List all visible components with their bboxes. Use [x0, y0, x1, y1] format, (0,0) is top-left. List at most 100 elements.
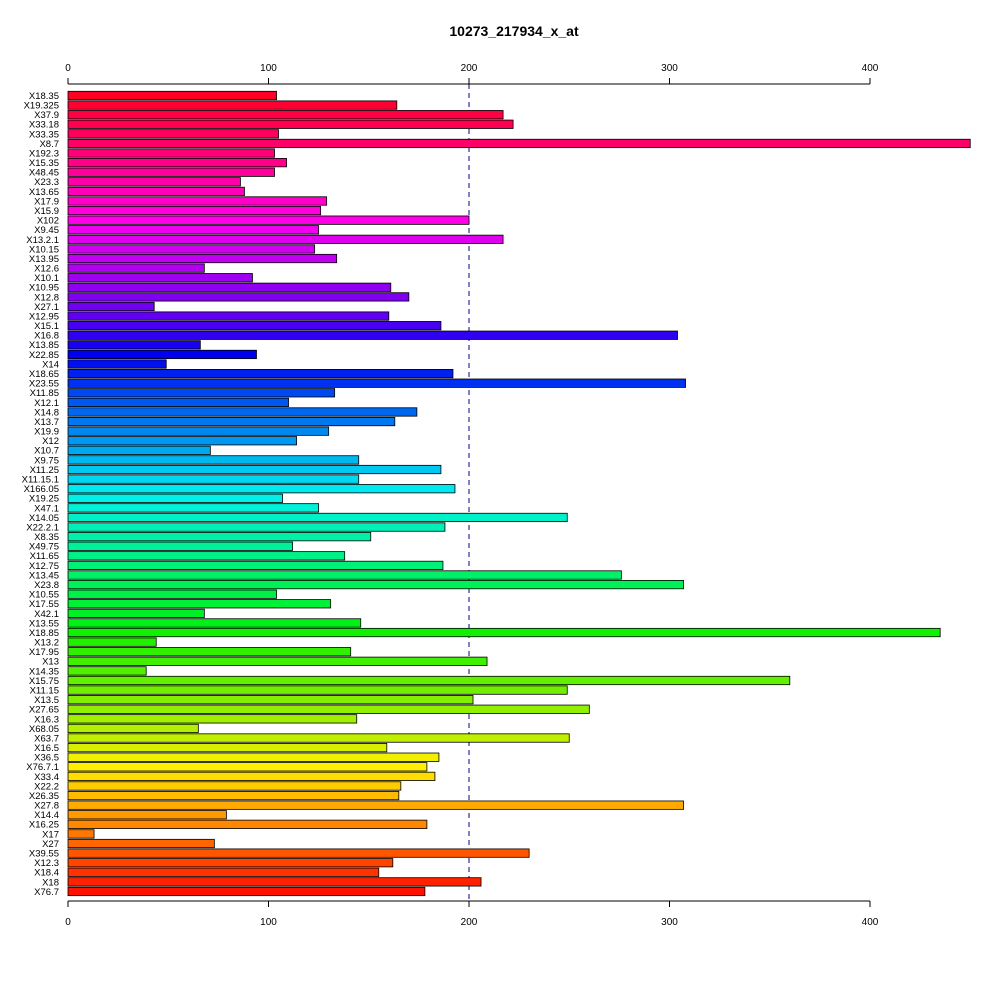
- bar-X27.1: [67, 301, 155, 312]
- bar-X17: [67, 829, 95, 839]
- category-label: X16.5: [34, 743, 59, 754]
- category-label: X23.55: [29, 379, 59, 390]
- bar-X11.15: [67, 685, 568, 695]
- category-label: X23.8: [34, 580, 59, 591]
- category-label: X42.1: [34, 609, 59, 620]
- category-label: X12.6: [34, 264, 59, 275]
- category-label: X36.5: [34, 753, 59, 764]
- bar-X18.35: [67, 90, 277, 101]
- bar-X102: [67, 215, 470, 225]
- bar-X27.65: [67, 704, 590, 714]
- bar-X49.75: [67, 541, 293, 551]
- category-label: X10.1: [34, 273, 59, 284]
- bar-X13.7: [67, 416, 396, 427]
- category-label: X18.4: [34, 868, 59, 879]
- category-label: X14.8: [34, 407, 59, 418]
- bar-X14.05: [67, 512, 568, 523]
- tick-label: 200: [461, 917, 478, 928]
- category-label: X18.65: [29, 369, 59, 380]
- category-label: X12.75: [29, 561, 59, 572]
- bar-X19.325: [67, 100, 398, 110]
- bar-X13.45: [67, 570, 622, 580]
- bar-X13.2: [67, 637, 157, 647]
- category-label: X9.75: [34, 455, 59, 466]
- category-label: X16.8: [34, 331, 59, 342]
- bar-X13.85: [67, 340, 201, 350]
- bar-X22.2.1: [67, 522, 446, 532]
- category-label: X13: [42, 657, 59, 668]
- bar-X14.8: [67, 407, 418, 417]
- bar-X18: [67, 877, 482, 887]
- category-label: X12.3: [34, 858, 59, 869]
- bar-X23.55: [67, 378, 686, 388]
- bar-X12: [67, 436, 297, 446]
- bar-X16.5: [67, 743, 388, 753]
- category-label: X22.2: [34, 781, 59, 792]
- category-label: X14: [42, 359, 59, 370]
- category-label: X13.7: [34, 417, 59, 428]
- bar-X27: [67, 838, 215, 849]
- category-label: X68.05: [29, 724, 59, 735]
- category-label: X19.325: [24, 100, 59, 111]
- bar-X16.3: [67, 714, 358, 724]
- bar-X23.3: [67, 177, 241, 187]
- bar-X36.5: [67, 752, 440, 762]
- tick-label: 300: [661, 63, 678, 74]
- tick-label: 0: [65, 917, 71, 928]
- category-label: X11.65: [30, 551, 59, 562]
- bar-X15.1: [67, 321, 442, 331]
- category-label: X17.95: [29, 647, 59, 658]
- tick-label: 300: [661, 917, 678, 928]
- category-label: X33.35: [29, 129, 59, 140]
- bar-X166.05: [67, 484, 456, 494]
- tick-label: 200: [461, 63, 478, 74]
- bar-X192.3: [67, 148, 275, 158]
- category-label: X63.7: [34, 733, 59, 744]
- bar-X39.55: [67, 848, 530, 858]
- bar-X13.65: [67, 186, 245, 196]
- bar-X13.2.1: [67, 234, 504, 244]
- bar-X12.75: [67, 560, 444, 571]
- bar-X68.05: [67, 723, 199, 734]
- category-label: X18.35: [29, 91, 59, 102]
- bar-X14.35: [67, 666, 147, 676]
- category-label: X13.95: [29, 254, 59, 265]
- category-label: X27.1: [34, 302, 59, 313]
- category-label: X192.3: [29, 148, 59, 159]
- bar-X33.35: [67, 129, 279, 139]
- category-label: X11.85: [30, 388, 59, 399]
- bar-X33.4: [67, 771, 436, 781]
- bar-X17.55: [67, 599, 332, 609]
- category-label: X13.85: [29, 340, 59, 351]
- category-label: X14.4: [34, 810, 59, 821]
- category-label: X15.1: [34, 321, 59, 332]
- bar-X19.25: [67, 493, 283, 503]
- tick-label: 100: [260, 917, 277, 928]
- category-labels-layer: X18.35X19.325X37.9X33.18X33.35X8.7X192.3…: [22, 91, 59, 898]
- category-label: X16.25: [29, 820, 59, 831]
- category-label: X12: [42, 436, 59, 447]
- category-label: X12.1: [34, 398, 59, 409]
- bar-X33.18: [67, 119, 514, 129]
- category-label: X15.35: [29, 158, 59, 169]
- category-label: X76.7: [34, 887, 59, 898]
- bar-X12.3: [67, 858, 394, 868]
- category-label: X10.95: [29, 283, 59, 294]
- bar-X15.9: [67, 205, 322, 216]
- category-label: X10.55: [29, 590, 59, 601]
- category-label: X18.85: [29, 628, 59, 639]
- bar-X16.25: [67, 819, 428, 829]
- bar-X23.8: [67, 579, 684, 590]
- bar-X17.9: [67, 196, 328, 206]
- bar-X15.75: [67, 675, 791, 686]
- category-label: X33.18: [29, 120, 59, 131]
- bar-X10.15: [67, 244, 316, 254]
- category-label: X39.55: [29, 849, 59, 860]
- bar-X76.7: [67, 886, 426, 897]
- bar-X12.8: [67, 292, 410, 302]
- bar-X13.95: [67, 253, 338, 264]
- bar-X13.55: [67, 618, 362, 628]
- category-label: X37.9: [34, 110, 59, 121]
- bar-X12.6: [67, 263, 205, 273]
- category-label: X48.45: [29, 168, 59, 179]
